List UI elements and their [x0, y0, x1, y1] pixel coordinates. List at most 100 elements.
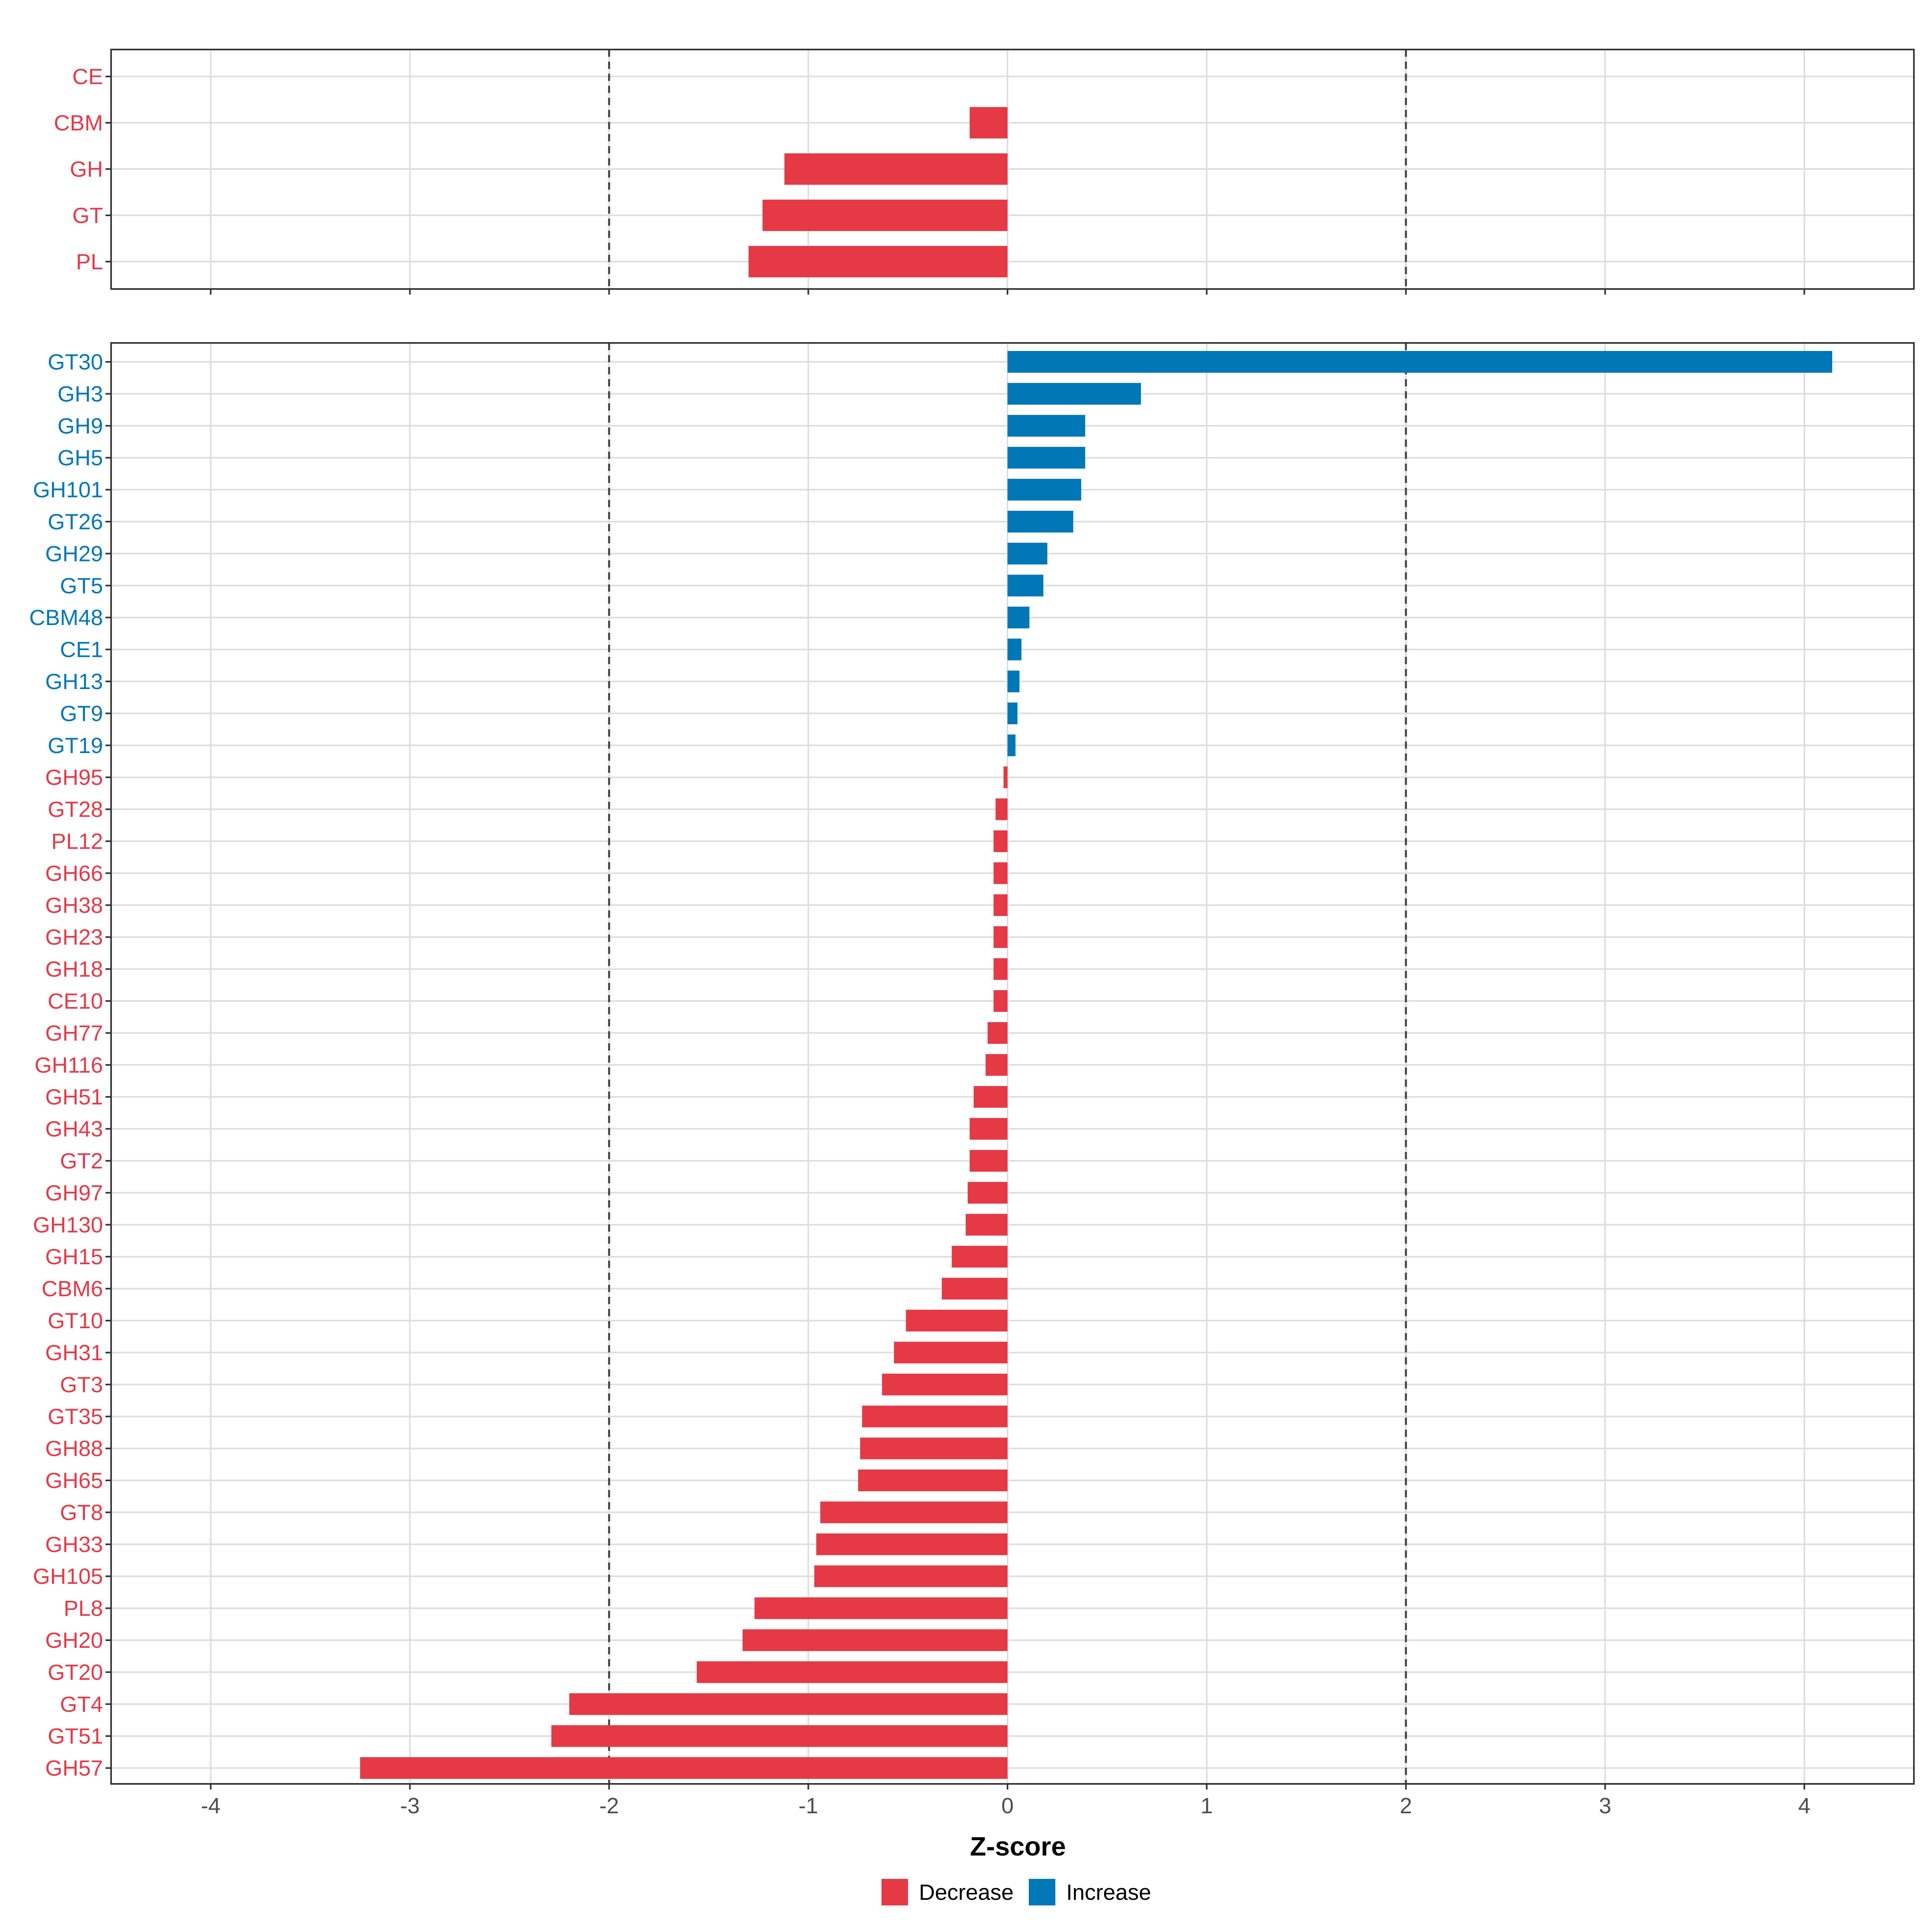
bottom-category-label: GH95: [45, 765, 103, 790]
bottom-category-label: GH23: [45, 925, 103, 949]
bottom-bar-gh20: [742, 1629, 1008, 1651]
bottom-category-label: GH9: [58, 413, 103, 438]
bottom-category-label: GT20: [47, 1660, 103, 1684]
bottom-bar-gt8: [820, 1501, 1008, 1523]
x-axis: -4 -3 -2 -1 0 1 2 3 4: [201, 1793, 1810, 1818]
x-tick-label: -1: [799, 1793, 818, 1818]
bottom-category-label: GH3: [58, 381, 103, 406]
bottom-bar-gh15: [952, 1246, 1008, 1268]
top-bar-pl: [748, 246, 1008, 277]
bottom-category-label: GT51: [47, 1724, 103, 1748]
bottom-panel-border: [110, 342, 1915, 1785]
bottom-category-label: GT10: [47, 1308, 103, 1333]
bottom-category-label: GT19: [47, 733, 103, 758]
bottom-category-label: GH15: [45, 1244, 103, 1269]
top-panel-border: [110, 49, 1915, 290]
bottom-bar-gh29: [1007, 543, 1048, 565]
bottom-category-label: GT2: [60, 1148, 103, 1173]
bottom-bar-gh116: [985, 1054, 1008, 1076]
bottom-bar-cbm48: [1007, 607, 1030, 629]
x-tick-label: -4: [201, 1793, 221, 1818]
bottom-bar-gt5: [1007, 574, 1044, 597]
bottom-category-label: CE10: [47, 989, 103, 1013]
bottom-bar-gh9: [1007, 415, 1086, 437]
top-panel: CE CBM GH GT PL: [54, 49, 1915, 295]
x-tick-label: 0: [1001, 1793, 1014, 1818]
bottom-category-label: GH65: [45, 1468, 103, 1493]
top-category-label: CE: [72, 64, 103, 89]
bottom-bar-pl12: [993, 830, 1008, 852]
bottom-category-label: GH38: [45, 893, 103, 918]
x-tick-label: 3: [1599, 1793, 1612, 1818]
bottom-category-label: GH130: [33, 1212, 103, 1237]
x-tick-label: 2: [1400, 1793, 1412, 1818]
bottom-bar-gh95: [1003, 766, 1008, 788]
x-tick-label: 1: [1201, 1793, 1213, 1818]
bottom-bar-ce10: [993, 990, 1008, 1012]
bottom-bar-cbm6: [941, 1278, 1008, 1300]
bottom-bar-gt19: [1007, 734, 1016, 756]
legend: Decrease Increase: [881, 1879, 1151, 1905]
bottom-bar-gh3: [1007, 383, 1141, 405]
bottom-bar-gt28: [995, 798, 1008, 820]
bottom-bar-ce1: [1007, 638, 1022, 661]
bottom-category-label: PL8: [64, 1596, 103, 1621]
legend-label-increase: Increase: [1066, 1880, 1151, 1905]
bottom-panel: GT30 GH3 GH9 GH5 GH101 GT26 GH29 GT5 CBM48 CE1 GH1…: [29, 342, 1915, 1790]
bottom-category-label: GH66: [45, 861, 103, 886]
top-category-label: GT: [72, 203, 103, 228]
bottom-bar-gt20: [697, 1661, 1008, 1683]
bottom-category-label: GT35: [47, 1404, 103, 1429]
top-bar-cbm: [970, 107, 1008, 138]
bottom-category-label: GT8: [60, 1500, 103, 1525]
bottom-category-label: GH105: [33, 1564, 103, 1589]
bottom-category-label: PL12: [52, 829, 103, 854]
bottom-category-label: GH97: [45, 1180, 103, 1205]
bottom-bar-gh66: [993, 862, 1008, 884]
bottom-bar-gt26: [1007, 511, 1073, 533]
bottom-bar-gt4: [569, 1693, 1008, 1715]
bottom-bar-gh31: [894, 1342, 1008, 1364]
bottom-bar-gh77: [987, 1022, 1008, 1044]
bottom-bar-gh13: [1007, 671, 1020, 692]
bottom-category-label: GH33: [45, 1532, 103, 1557]
bottom-bar-gt51: [551, 1725, 1008, 1747]
bottom-category-label: GH88: [45, 1436, 103, 1461]
bottom-bar-gh88: [860, 1437, 1008, 1459]
x-tick-label: 4: [1798, 1793, 1810, 1818]
bottom-category-label: GH20: [45, 1628, 103, 1653]
x-tick-label: -3: [400, 1793, 420, 1818]
bottom-bar-gh23: [993, 926, 1008, 948]
bottom-category-label: CBM6: [41, 1276, 103, 1301]
bottom-bar-gh101: [1007, 479, 1082, 501]
bottom-bar-gt30: [1007, 351, 1833, 373]
bottom-category-label: GH13: [45, 669, 103, 694]
bottom-category-label: GH5: [58, 445, 103, 470]
bottom-category-label: GH29: [45, 541, 103, 566]
bottom-bar-gh5: [1007, 447, 1086, 469]
bottom-category-label: GH116: [35, 1053, 103, 1077]
bottom-bar-gt35: [862, 1406, 1008, 1428]
bottom-bar-gh51: [973, 1086, 1008, 1108]
top-bar-gh: [784, 153, 1008, 185]
bottom-bar-gt10: [906, 1310, 1008, 1331]
bottom-category-label: GH51: [45, 1084, 103, 1109]
bottom-bar-gh65: [858, 1470, 1008, 1491]
bottom-category-label: GT30: [47, 349, 103, 374]
bottom-category-label: GH101: [33, 477, 103, 502]
bottom-category-label: CE1: [60, 637, 103, 662]
bottom-category-label: GH18: [45, 957, 103, 982]
bottom-category-label: GT4: [60, 1692, 103, 1717]
x-tick-label: -2: [599, 1793, 619, 1818]
bottom-bar-gt2: [970, 1150, 1008, 1172]
bottom-bar-gh38: [993, 894, 1008, 916]
bottom-bar-gh130: [966, 1214, 1008, 1236]
top-category-label: CBM: [54, 110, 103, 135]
bottom-category-label: GH57: [45, 1756, 103, 1781]
bottom-category-label: GT28: [47, 797, 103, 822]
bottom-bar-gh33: [816, 1533, 1008, 1555]
bottom-bar-gt3: [882, 1373, 1008, 1395]
bottom-bar-gh97: [968, 1182, 1008, 1204]
legend-label-decrease: Decrease: [919, 1880, 1013, 1905]
